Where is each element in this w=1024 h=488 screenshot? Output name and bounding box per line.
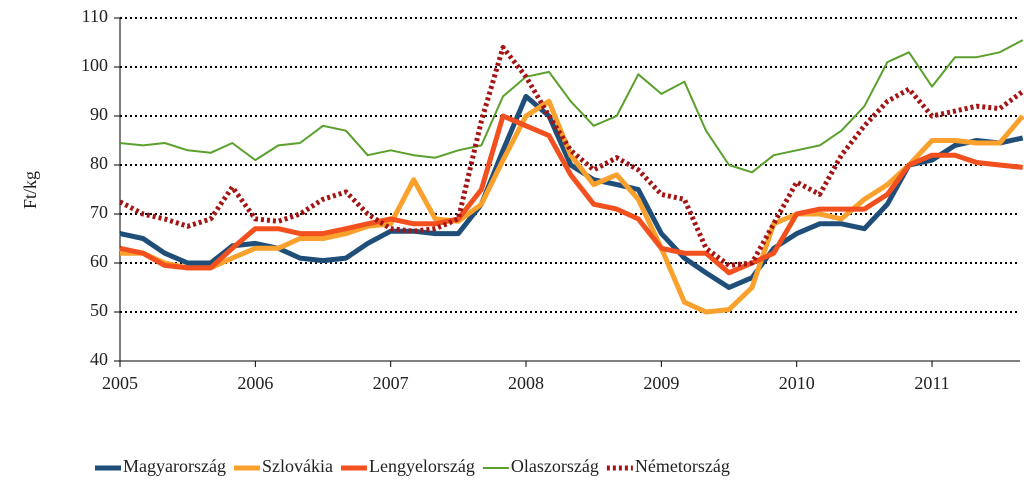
y-tick-label: 100 <box>81 55 108 75</box>
legend-label: Szlovákia <box>262 456 333 476</box>
legend-label: Olaszország <box>511 456 599 476</box>
y-tick-label: 50 <box>90 300 108 320</box>
y-tick-label: 40 <box>90 349 108 369</box>
series-line <box>119 113 1023 276</box>
x-tick-label: 2006 <box>237 373 273 393</box>
y-tick-label: 80 <box>90 153 108 173</box>
legend-label: Németország <box>635 456 730 476</box>
y-tick-label: 70 <box>90 202 108 222</box>
x-tick-label: 2010 <box>779 373 815 393</box>
x-tick-label: 2007 <box>373 373 409 393</box>
series-line <box>120 98 1024 315</box>
x-tick-label: 2009 <box>643 373 679 393</box>
y-tick-label: 90 <box>90 104 108 124</box>
series-line <box>119 39 1024 174</box>
legend-label: Magyarország <box>123 456 226 476</box>
y-tick-label: 60 <box>90 251 108 271</box>
x-tick-label: 2011 <box>914 373 949 393</box>
x-tick-label: 2008 <box>508 373 544 393</box>
y-axis-label: Ft/kg <box>20 171 40 209</box>
legend-label: Lengyelország <box>369 456 475 476</box>
y-tick-label: 110 <box>82 6 108 26</box>
x-tick-label: 2005 <box>102 373 138 393</box>
